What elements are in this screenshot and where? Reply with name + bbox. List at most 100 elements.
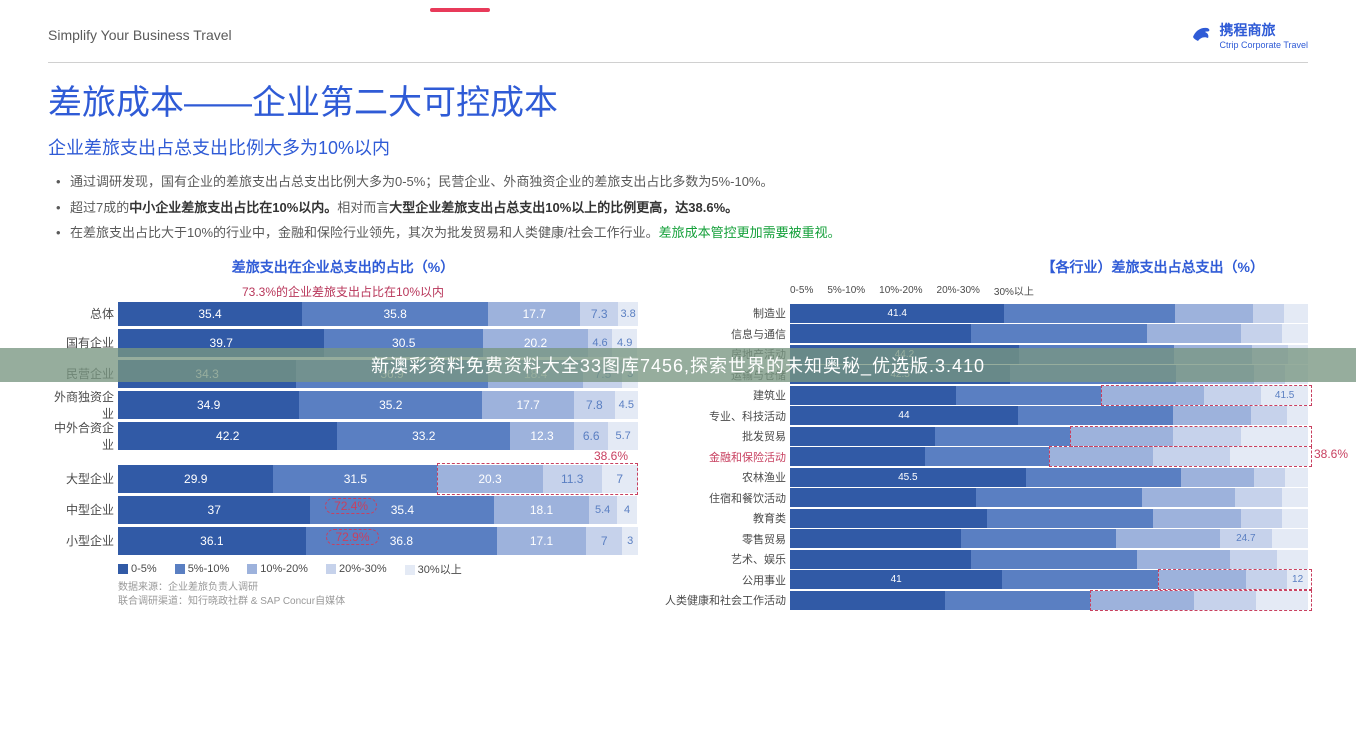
bullet-item: 通过调研发现，国有企业的差旅支出占总支出比例大多为0-5%；民营企业、外商独资企… — [48, 172, 1308, 192]
bar-track — [790, 488, 1308, 507]
bar-segment — [971, 550, 1137, 569]
bar-label: 中外合资企业 — [48, 419, 118, 453]
bullet-item: 在差旅支出占比大于10%的行业中，金融和保险行业领先，其次为批发贸易和人类健康/… — [48, 223, 1308, 243]
bullets: 通过调研发现，国有企业的差旅支出占总支出比例大多为0-5%；民营企业、外商独资企… — [48, 172, 1308, 243]
bar-segment: 7 — [602, 465, 638, 493]
bar-segment: 35.4 — [118, 302, 302, 326]
bar-segment — [1049, 447, 1153, 466]
bar-track: 45.5 — [790, 468, 1308, 487]
left-chart-body: 总体35.435.817.77.33.8国有企业39.730.520.24.64… — [48, 302, 638, 555]
bar-segment: 36.1 — [118, 527, 306, 555]
legend-item: 10%-20% — [879, 285, 922, 296]
bar-segment — [790, 591, 945, 610]
bar-track: 38.6% — [790, 447, 1308, 466]
bar-track: 24.7 — [790, 529, 1308, 548]
source-2: 联合调研渠道：知行晓政社群 & SAP Concur自媒体 — [118, 595, 638, 609]
bar-segment: 4.5 — [615, 391, 638, 419]
bar-segment: 41.5 — [1261, 386, 1308, 405]
bar-row: 教育类 — [662, 509, 1308, 528]
tagline: Simplify Your Business Travel — [48, 27, 232, 43]
bar-row: 住宿和餐饮活动 — [662, 488, 1308, 507]
bar-label: 人类健康和社会工作活动 — [662, 592, 790, 608]
bar-segment — [945, 591, 1090, 610]
bar-row: 金融和保险活动38.6% — [662, 447, 1308, 466]
bar-segment — [1116, 529, 1220, 548]
bar-segment: 17.7 — [488, 302, 580, 326]
legend-item: 20%-30% — [937, 285, 980, 296]
bar-segment: 12.3 — [510, 422, 574, 450]
bar-track — [790, 324, 1308, 343]
bar-segment — [1002, 570, 1157, 589]
bar-label: 建筑业 — [662, 387, 790, 403]
bar-segment — [1282, 324, 1308, 343]
bar-label: 农林渔业 — [662, 469, 790, 485]
bar-segment — [1181, 468, 1254, 487]
bar-segment — [790, 447, 925, 466]
bar-track: 44 — [790, 406, 1308, 425]
bar-segment — [1230, 447, 1308, 466]
bar-label: 大型企业 — [48, 470, 118, 487]
bar-segment — [1142, 488, 1235, 507]
bar-segment — [1026, 468, 1181, 487]
legend-item: 5%-10% — [175, 563, 230, 575]
left-legend: 0-5%5%-10%10%-20%20%-30%30%以上 — [118, 561, 638, 577]
bar-segment: 31.5 — [273, 465, 437, 493]
bar-row: 中外合资企业42.233.212.36.65.7 — [48, 422, 638, 450]
bar-segment: 29.9 — [118, 465, 273, 493]
source-1: 数据来源：企业差旅负责人调研 — [118, 581, 638, 595]
bar-segment — [1158, 570, 1246, 589]
bar-segment — [1175, 304, 1253, 323]
bar-segment — [790, 529, 961, 548]
bar-segment — [1272, 529, 1308, 548]
bar-segment — [1194, 591, 1256, 610]
content: 差旅成本——企业第二大可控成本 企业差旅支出占总支出比例大多为10%以内 通过调… — [0, 75, 1356, 611]
bar-segment — [1253, 304, 1284, 323]
bar-segment — [790, 324, 971, 343]
legend-item: 5%-10% — [827, 285, 865, 296]
bar-label: 住宿和餐饮活动 — [662, 490, 790, 506]
watermark-overlay: 新澳彩资料免费资料大全33图库7456,探索世界的未知奥秘_优选版.3.410 — [0, 348, 1356, 382]
bar-segment: 42.2 — [118, 422, 337, 450]
right-chart: 【各行业）差旅支出占总支出（%） 0-5%5%-10%10%-20%20%-30… — [662, 257, 1308, 612]
bar-segment — [1254, 468, 1285, 487]
bar-segment: 41.4 — [790, 304, 1004, 323]
bar-track — [790, 550, 1308, 569]
bar-label: 中型企业 — [48, 501, 118, 518]
bar-segment — [1285, 468, 1308, 487]
bar-label: 外商独资企业 — [48, 388, 118, 422]
bar-label: 金融和保险活动 — [662, 449, 790, 465]
bar-segment: 17.7 — [482, 391, 574, 419]
bar-segment — [1153, 447, 1231, 466]
legend-item: 0-5% — [118, 563, 157, 575]
dolphin-icon — [1189, 23, 1213, 47]
bar-track: 41.4 — [790, 304, 1308, 323]
bar-row: 大型企业29.931.520.311.3738.6% — [48, 465, 638, 493]
bullet-item: 超过7成的中小企业差旅支出占比在10%以内。相对而言大型企业差旅支出占总支出10… — [48, 198, 1308, 218]
bar-segment: 45.5 — [790, 468, 1026, 487]
page-subtitle: 企业差旅支出占总支出比例大多为10%以内 — [48, 134, 1308, 160]
bar-label: 专业、科技活动 — [662, 408, 790, 424]
bar-track — [790, 591, 1308, 610]
bar-segment — [1101, 386, 1205, 405]
bar-row: 总体35.435.817.77.33.8 — [48, 302, 638, 326]
legend-item: 30%以上 — [994, 283, 1034, 298]
bar-segment — [1018, 406, 1173, 425]
bar-row: 制造业41.4 — [662, 304, 1308, 323]
bar-segment — [961, 529, 1116, 548]
callout-oval: 72.9% — [326, 529, 378, 545]
callout-386: 38.6% — [1314, 447, 1348, 461]
bar-segment — [976, 488, 1142, 507]
brand-logo: 携程商旅 Ctrip Corporate Travel — [1189, 20, 1308, 50]
bar-segment — [1004, 304, 1175, 323]
bar-segment: 37 — [118, 496, 310, 524]
bar-segment: 3.8 — [618, 302, 638, 326]
bar-segment: 5.4 — [589, 496, 617, 524]
bar-row: 批发贸易 — [662, 427, 1308, 446]
note-73: 73.3%的企业差旅支出占比在10%以内 — [48, 283, 638, 300]
bar-segment — [1070, 427, 1174, 446]
bar-segment — [1282, 509, 1308, 528]
bar-row: 零售贸易24.7 — [662, 529, 1308, 548]
bar-segment — [1241, 427, 1308, 446]
callout-386: 38.6% — [594, 449, 628, 463]
bar-segment: 3 — [622, 527, 638, 555]
